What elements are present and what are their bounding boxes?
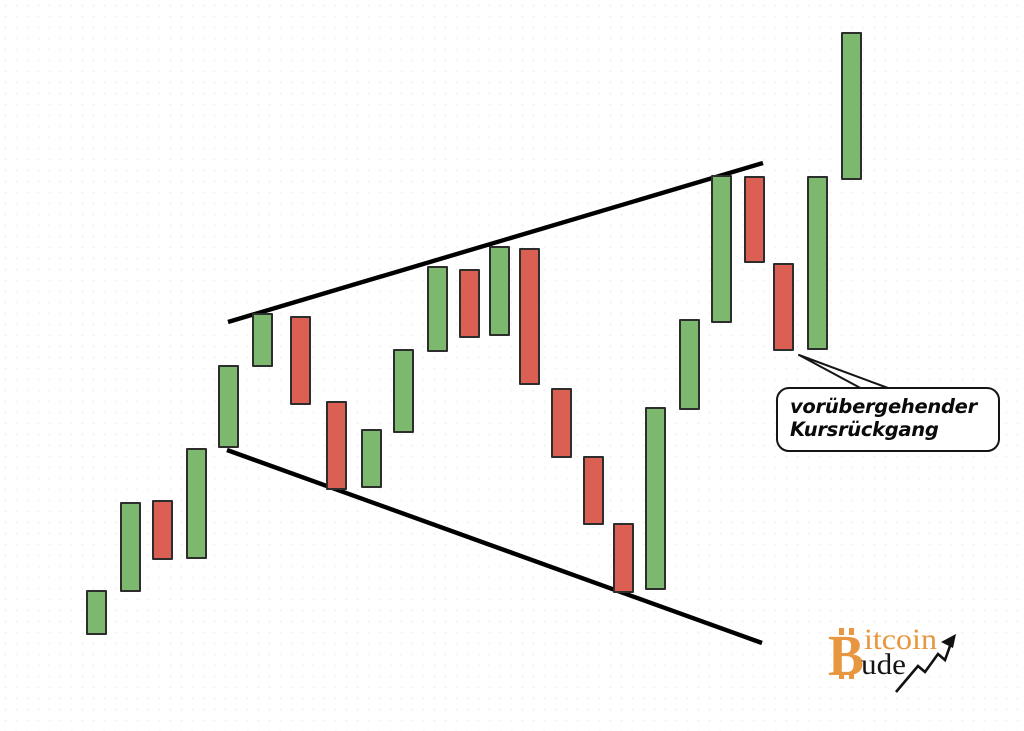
- bitcoin-b-icon: B: [828, 623, 864, 688]
- candlestick-down: [773, 263, 794, 351]
- candlestick-down: [459, 269, 480, 338]
- callout-text-line1: vorübergehender: [790, 395, 977, 418]
- candlestick-up: [489, 246, 510, 336]
- bitcoin-bude-logo-graphic: B itcoin ude: [828, 623, 956, 693]
- upper-trendline: [227, 160, 764, 325]
- callout-bubble: vorübergehender Kursrückgang: [776, 387, 1000, 452]
- candlestick-down: [519, 248, 540, 385]
- candlestick-down: [326, 401, 347, 490]
- candlestick-up: [361, 429, 382, 488]
- candlestick-down: [744, 176, 765, 263]
- logo-word-ude: ude: [861, 648, 906, 681]
- logo-letter-b: B: [828, 626, 864, 688]
- candlestick-up: [841, 32, 862, 180]
- callout-text-line2: Kursrückgang: [790, 418, 939, 441]
- trend-arrow-icon: [895, 634, 956, 693]
- candlestick-up: [86, 590, 107, 635]
- bitcoin-bude-logo: B itcoin ude: [828, 623, 968, 700]
- candlestick-up: [645, 407, 666, 590]
- candlestick-up: [120, 502, 141, 592]
- candlestick-up: [252, 313, 273, 367]
- candlestick-up: [218, 365, 239, 448]
- logo-word-itcoin: itcoin: [864, 626, 937, 656]
- candlestick-down: [613, 523, 634, 593]
- candlestick-up: [807, 176, 828, 350]
- candlestick-up: [186, 448, 207, 559]
- candlestick-up: [711, 175, 732, 323]
- candlestick-down: [551, 388, 572, 458]
- candlestick-up: [427, 266, 448, 352]
- candlestick-down: [583, 456, 604, 525]
- candlestick-up: [393, 349, 414, 433]
- lower-trendline: [226, 447, 763, 646]
- candlestick-up: [679, 319, 700, 410]
- candlestick-down: [152, 500, 173, 560]
- candlestick-down: [290, 316, 311, 405]
